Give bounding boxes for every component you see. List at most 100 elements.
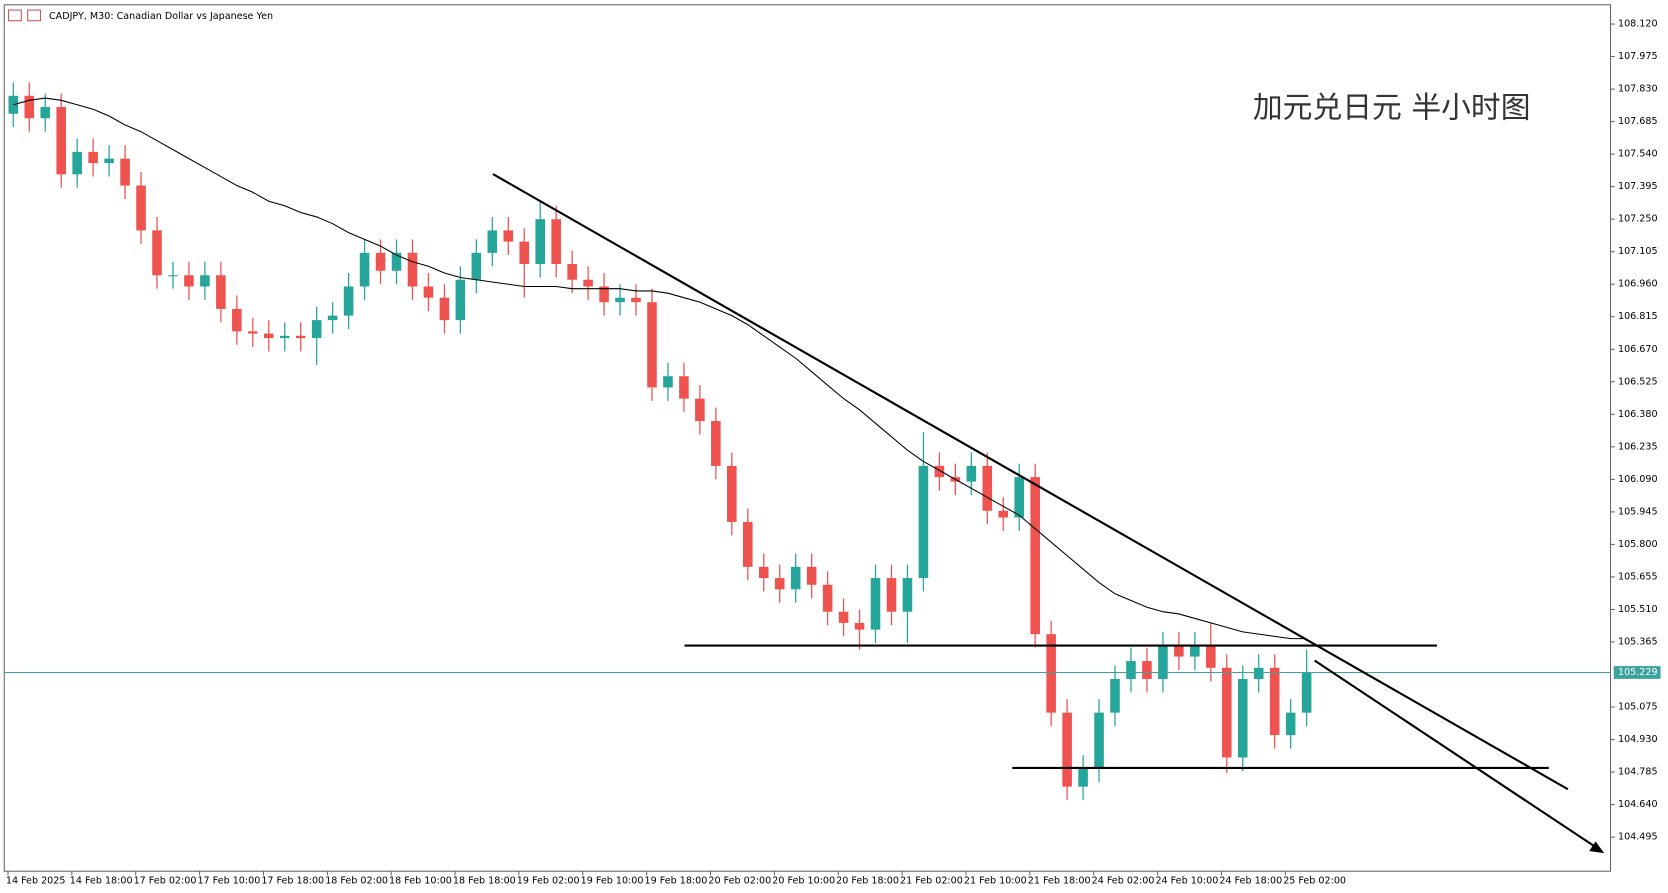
candle-body xyxy=(918,465,929,579)
icon xyxy=(27,9,41,22)
y-tick-label: 104.495 xyxy=(1618,832,1658,843)
candle-body xyxy=(120,158,130,186)
y-tick-label: 105.655 xyxy=(1618,571,1658,582)
y-tick-label: 105.945 xyxy=(1618,506,1658,517)
y-tick-label: 105.510 xyxy=(1618,604,1658,615)
candle-body xyxy=(295,335,306,339)
trend-line xyxy=(492,173,1569,791)
y-tick-label: 106.525 xyxy=(1618,376,1658,387)
candle-body xyxy=(327,315,338,321)
candle-body xyxy=(854,622,865,630)
candle-body xyxy=(216,275,226,309)
candle-body xyxy=(679,376,689,399)
y-tick-label: 106.815 xyxy=(1618,311,1658,322)
candle-body xyxy=(104,158,114,164)
candle-body xyxy=(758,566,769,579)
candle-body xyxy=(439,297,450,321)
current-price-box xyxy=(1613,666,1661,679)
y-tick-label: 107.685 xyxy=(1618,116,1658,127)
candle-body xyxy=(982,465,993,511)
y-tick-label: 105.800 xyxy=(1618,539,1658,550)
x-tick-label: 20 Feb 02:00 xyxy=(708,875,771,886)
candle-body xyxy=(902,578,913,612)
y-tick-label: 107.830 xyxy=(1618,84,1658,95)
candle-body xyxy=(551,219,561,265)
candle-body xyxy=(1285,712,1296,736)
x-tick-label: 18 Feb 10:00 xyxy=(389,875,452,886)
candle-body xyxy=(790,566,801,590)
candle-body xyxy=(407,252,418,287)
candle-body xyxy=(1237,678,1248,758)
candle-body xyxy=(471,252,482,280)
candle-body xyxy=(742,521,753,567)
candle-body xyxy=(248,331,258,334)
x-tick-label: 19 Feb 10:00 xyxy=(581,875,644,886)
x-tick-label: 18 Feb 02:00 xyxy=(325,875,388,886)
icon xyxy=(7,9,22,22)
y-tick-label: 104.785 xyxy=(1618,767,1658,778)
candle-body xyxy=(567,264,577,280)
candle-body xyxy=(311,320,322,339)
candle-body xyxy=(695,398,705,422)
candle-body xyxy=(359,252,370,287)
candle-body xyxy=(375,252,386,271)
candle-body xyxy=(1190,645,1200,657)
candle-body xyxy=(423,286,434,298)
y-tick-label: 105.365 xyxy=(1618,636,1658,647)
candle-body xyxy=(263,333,274,339)
y-tick-label: 104.930 xyxy=(1618,734,1658,745)
candle-body xyxy=(838,611,849,623)
candle-body xyxy=(998,510,1009,518)
candle-body xyxy=(1078,768,1088,787)
x-tick-label: 17 Feb 18:00 xyxy=(261,875,324,886)
candle-body xyxy=(1110,678,1120,713)
candle-body xyxy=(583,279,593,287)
x-tick-label: 24 Feb 18:00 xyxy=(1219,875,1282,886)
drawings xyxy=(492,173,1605,854)
candle-body xyxy=(184,275,194,287)
y-tick-label: 107.395 xyxy=(1618,181,1658,192)
y-tick-label: 104.640 xyxy=(1618,799,1658,810)
x-tick-label: 14 Feb 2025 xyxy=(6,875,66,886)
candle-body xyxy=(1046,634,1056,713)
candle-body xyxy=(455,279,466,321)
candle-body xyxy=(487,230,498,253)
arrow-line xyxy=(1314,659,1598,849)
candle-body xyxy=(1174,645,1184,657)
candle-body xyxy=(232,308,242,332)
y-tick-label: 107.975 xyxy=(1618,51,1658,62)
candle-body xyxy=(1206,645,1216,668)
candle-body xyxy=(1142,661,1152,679)
y-tick-label: 105.075 xyxy=(1618,702,1658,713)
candle-body xyxy=(886,578,897,612)
y-tick-label: 108.120 xyxy=(1618,19,1658,30)
candle-body xyxy=(822,584,833,612)
x-tick-label: 17 Feb 10:00 xyxy=(197,875,260,886)
candle-body xyxy=(1014,477,1025,518)
candle-body xyxy=(1158,645,1168,679)
x-tick-label: 14 Feb 18:00 xyxy=(70,875,133,886)
candle-body xyxy=(168,275,178,277)
candle-body xyxy=(519,241,530,265)
candle-body xyxy=(615,297,625,303)
x-tick-label: 20 Feb 18:00 xyxy=(836,875,899,886)
y-tick-label: 107.250 xyxy=(1618,214,1658,225)
y-tick-label: 106.235 xyxy=(1618,441,1658,452)
x-tick-label: 19 Feb 02:00 xyxy=(517,875,580,886)
candle-body xyxy=(535,219,546,265)
x-tick-label: 25 Feb 02:00 xyxy=(1283,875,1346,886)
current-price-label: 105.229 xyxy=(1618,667,1658,678)
x-tick-label: 21 Feb 18:00 xyxy=(1028,875,1091,886)
candle-body xyxy=(1269,667,1280,736)
x-tick-label: 24 Feb 10:00 xyxy=(1155,875,1218,886)
annotation: 加元兑日元 半小时图 xyxy=(1253,91,1531,126)
x-tick-label: 21 Feb 02:00 xyxy=(900,875,963,886)
candle-body xyxy=(88,151,98,164)
x-tick-label: 21 Feb 10:00 xyxy=(964,875,1027,886)
y-tick-label: 106.380 xyxy=(1618,409,1658,420)
candle-body xyxy=(56,107,66,175)
toolbar-icons xyxy=(7,9,41,22)
candle-body xyxy=(647,302,657,388)
candle-body xyxy=(1062,712,1072,787)
